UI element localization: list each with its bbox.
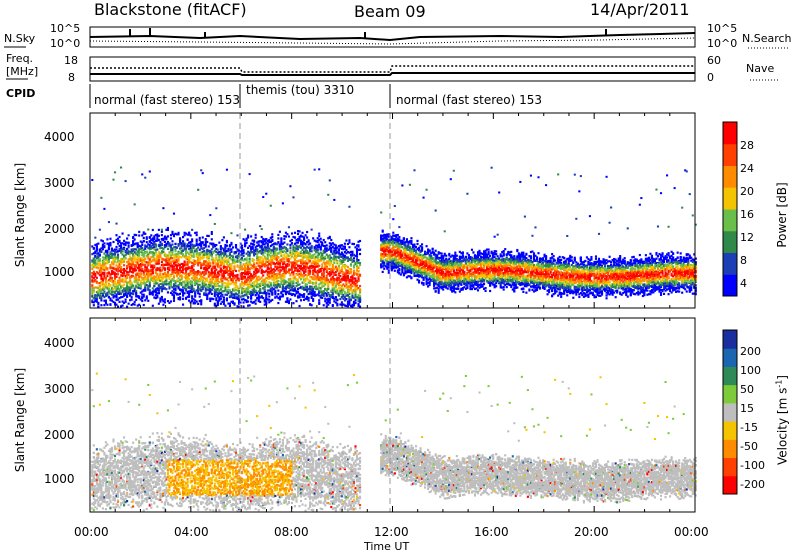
p2-ytick-3000: 3000 <box>44 383 75 395</box>
velocity-colorbar-segment-5 <box>723 384 737 404</box>
velocity-colorbar-segment-8 <box>723 330 737 349</box>
top-right-tick-low: 10^0 <box>707 38 737 49</box>
top-left-tick-high: 10^5 <box>50 23 80 34</box>
mhz-label: [MHz] <box>6 66 38 77</box>
power-colorbar-segment-5 <box>723 165 737 188</box>
power-colorbar-segment-4 <box>723 187 737 210</box>
velocity-colorbar-segment-1 <box>723 457 737 477</box>
freq-right-tick-low: 0 <box>707 72 714 83</box>
vel-tick-15: 15 <box>740 403 754 414</box>
vel-tick-m15: -15 <box>740 422 758 433</box>
vel-tick-m200: -200 <box>740 479 765 490</box>
nsearch-line <box>89 37 696 45</box>
power-tick-24: 24 <box>740 163 754 174</box>
p2-ytick-2000: 2000 <box>44 429 75 441</box>
power-tick-28: 28 <box>740 140 754 151</box>
freq-right-tick-high: 60 <box>707 55 721 66</box>
x-tick-marks <box>89 113 696 512</box>
xtick-5: 20:00 <box>574 526 609 538</box>
xtick-2: 08:00 <box>274 526 309 538</box>
power-tick-20: 20 <box>740 186 754 197</box>
nave-line <box>90 65 695 73</box>
vel-tick-m100: -100 <box>740 460 765 471</box>
velocity-colorbar-segment-7 <box>723 348 737 367</box>
p2-ytick-1000: 1000 <box>44 473 75 485</box>
velocity-colorbar-segment-3 <box>723 421 737 440</box>
cpid-segment-2: themis (tou) 3310 <box>246 84 354 96</box>
xtick-4: 16:00 <box>474 526 509 538</box>
power-colorbar-segment-2 <box>723 230 737 253</box>
power-colorbar-segment-3 <box>723 209 737 232</box>
p1-ytick-3000: 3000 <box>44 177 75 189</box>
p1-ytick-2000: 2000 <box>44 223 75 235</box>
p1-ytick-4000: 4000 <box>44 131 75 143</box>
date-title: 14/Apr/2011 <box>590 2 690 18</box>
cpid-segment-1: normal (fast stereo) 153 <box>94 94 240 106</box>
nsky-spikes <box>129 28 607 38</box>
vel-tick-200: 200 <box>740 346 761 357</box>
power-tick-8: 8 <box>740 255 747 266</box>
top-right-tick-high: 10^5 <box>707 23 737 34</box>
power-colorbar-segment-7 <box>723 122 737 145</box>
freq-label: Freq. <box>6 53 33 64</box>
freq-panel-frame <box>89 56 696 82</box>
p1-ytick-1000: 1000 <box>44 266 75 278</box>
freq-line <box>90 72 695 76</box>
power-tick-12: 12 <box>740 232 754 243</box>
velocity-colorbar-segment-2 <box>723 439 737 459</box>
velocity-colorbar-segment-0 <box>723 475 737 495</box>
xlabel: Time UT <box>364 541 409 552</box>
xtick-3: 12:00 <box>374 526 409 538</box>
nsky-line <box>89 32 696 42</box>
cpid-label: CPID <box>6 88 35 99</box>
station-title: Blackstone (fitACF) <box>94 2 247 18</box>
nsky-label: N.Sky <box>4 33 35 44</box>
power-tick-4: 4 <box>740 278 747 289</box>
xtick-0: 00:00 <box>74 526 109 538</box>
power-colorbar-segment-1 <box>723 252 737 275</box>
velocity-colorbar-segment-6 <box>723 366 737 386</box>
vel-tick-50: 50 <box>740 384 754 395</box>
top-left-tick-low: 10^0 <box>50 38 80 49</box>
xtick-6: 00:00 <box>674 526 709 538</box>
nsearch-label: N.Search <box>742 33 792 44</box>
freq-left-tick-low: 8 <box>68 72 75 83</box>
p2-ytick-4000: 4000 <box>44 337 75 349</box>
velocity-colorbar <box>722 329 738 495</box>
power-tick-16: 16 <box>740 209 754 220</box>
vel-tick-m50: -50 <box>740 441 758 452</box>
vel-tick-100: 100 <box>740 365 761 376</box>
power-colorbar <box>722 121 738 297</box>
power-colorbar-frame <box>722 121 738 297</box>
freq-left-tick-high: 18 <box>64 55 78 66</box>
power-data-group <box>91 166 697 308</box>
velocity-colorbar-frame <box>722 329 738 495</box>
nave-label: Nave <box>746 63 774 74</box>
xtick-1: 04:00 <box>174 526 209 538</box>
velocity-data-group <box>91 372 697 512</box>
power-colorbar-segment-0 <box>723 274 737 297</box>
beam-title: Beam 09 <box>354 4 426 20</box>
velocity-colorbar-segment-4 <box>723 402 737 422</box>
power-colorbar-segment-6 <box>723 143 737 166</box>
cpid-segment-3: normal (fast stereo) 153 <box>396 94 542 106</box>
